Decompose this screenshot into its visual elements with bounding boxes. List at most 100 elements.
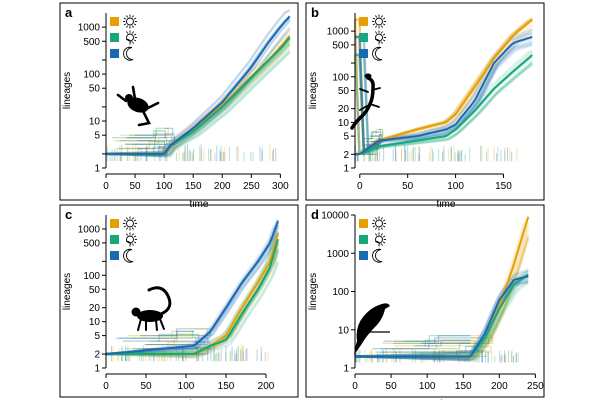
sun-ray — [126, 217, 128, 220]
legend-swatch-twilight — [110, 33, 119, 42]
x-tick-label: 100 — [447, 181, 464, 192]
sun-ray — [132, 41, 134, 44]
staircase-night — [126, 130, 166, 139]
frog-head — [125, 94, 133, 102]
y-tick-label: 100 — [332, 72, 349, 83]
staircase-night — [122, 333, 200, 342]
panel-letter: c — [65, 207, 72, 222]
sun-ray — [123, 225, 127, 228]
y-tick-label: 500 — [332, 40, 349, 51]
staircase-night — [369, 131, 379, 140]
frog-legs — [116, 85, 160, 127]
sun-ray — [372, 225, 376, 228]
sun-ray — [382, 33, 386, 36]
legend-swatch-twilight — [359, 33, 368, 42]
trajectory-twilight — [354, 53, 533, 156]
staircase-day — [115, 141, 165, 150]
legend-swatch-day — [110, 219, 119, 228]
staircase-day — [382, 345, 492, 353]
legend-swatch-twilight — [110, 235, 119, 244]
sun-ray — [126, 15, 128, 18]
y-tick-label: 100 — [332, 287, 349, 298]
legend — [110, 14, 137, 61]
trajectory-day — [105, 239, 280, 359]
sun-disc — [126, 219, 134, 228]
y-tick-label: 1 — [343, 364, 349, 375]
staircase-twilight — [131, 136, 168, 145]
staircase-twilight — [423, 339, 471, 347]
y-tick-label: 10 — [338, 325, 350, 336]
staircase-night — [137, 133, 165, 142]
y-tick-label: 50 — [338, 86, 350, 97]
lemur-head — [131, 307, 141, 317]
staircase-night — [134, 127, 174, 136]
staircase-day — [392, 342, 471, 350]
sun-ray — [375, 31, 377, 34]
legend-swatch-night — [359, 49, 368, 58]
sun-ray — [132, 15, 134, 18]
sun-ray — [382, 39, 386, 42]
frog-body — [127, 97, 149, 113]
y-tick-label: 5 — [94, 131, 100, 142]
trajectory-twilight — [354, 53, 533, 156]
sun-disc — [375, 219, 383, 228]
staircase-day — [394, 339, 476, 347]
sun-ray — [381, 31, 383, 34]
sun-icon — [123, 216, 137, 231]
trajectory-clouds — [354, 216, 530, 363]
panel-c: c1251020501005001000050100150200timeline… — [59, 204, 299, 400]
trajectory-twilight — [354, 53, 533, 156]
series-line-night — [106, 15, 291, 155]
axes: 110100100010000050100150200250timelineag… — [308, 211, 544, 400]
series-line-twilight — [355, 54, 533, 156]
lemur-body — [137, 310, 163, 322]
twilight-sun-icon — [374, 30, 386, 45]
legend-swatch-night — [359, 251, 368, 260]
staircase-night — [365, 134, 380, 143]
sun-ray — [133, 219, 137, 222]
sun-disc — [375, 17, 383, 26]
x-tick-label: 100 — [419, 381, 436, 392]
x-tick-label: 100 — [178, 381, 195, 392]
sun-ray — [132, 31, 134, 34]
sun-ray — [372, 219, 376, 222]
staircase-twilight — [413, 345, 479, 353]
sun-ray — [133, 33, 137, 36]
series-lines — [105, 220, 279, 355]
x-tick-label: 150 — [218, 381, 235, 392]
sun-ray — [381, 217, 383, 220]
y-tick-label: 50 — [89, 84, 101, 95]
y-tick-label: 1 — [94, 364, 100, 375]
sun-ray — [381, 41, 383, 44]
bird-body — [354, 303, 390, 355]
axes: 1251020501005001000050100150200timelinea… — [62, 215, 275, 400]
y-tick-label: 1 — [343, 164, 349, 175]
staircase-day — [144, 337, 194, 346]
sun-ray — [381, 25, 383, 28]
staircase-twilight — [379, 342, 471, 350]
legend-swatch-day — [359, 17, 368, 26]
staircase-night — [420, 337, 471, 344]
series-line-night — [355, 275, 529, 358]
sun-icon — [123, 14, 137, 29]
sun-ray — [132, 227, 134, 230]
series-lines — [355, 216, 530, 358]
moon-icon — [372, 46, 383, 61]
sun-ray — [126, 25, 128, 28]
staircase-night — [383, 335, 471, 342]
lizard-head — [364, 73, 372, 79]
legend — [110, 216, 137, 263]
trajectory-clouds — [105, 8, 291, 162]
trajectory-night — [105, 8, 291, 156]
y-tick-label: 20 — [89, 303, 101, 314]
x-tick-label: 250 — [243, 181, 260, 192]
sun-ray — [382, 23, 386, 26]
staircase-twilight — [393, 337, 490, 344]
series-lines — [106, 15, 291, 155]
panel-letter: d — [311, 207, 319, 222]
series-lines — [355, 18, 533, 156]
y-tick-label: 1000 — [78, 23, 101, 34]
sun-ray — [381, 15, 383, 18]
panel-d: d110100100010000050100150200250timelinea… — [305, 204, 545, 400]
